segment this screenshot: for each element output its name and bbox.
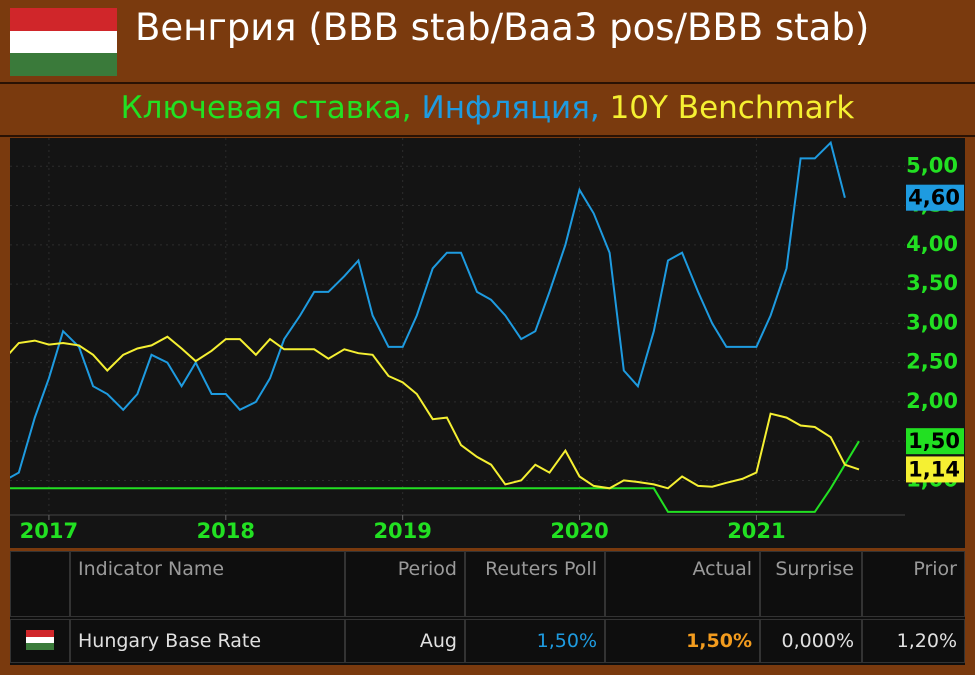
chart: 1,001,502,002,503,003,504,004,505,002017… xyxy=(10,138,965,548)
y-tick-label: 3,50 xyxy=(906,271,958,295)
x-tick-label: 2021 xyxy=(727,519,785,543)
indicator-table: Indicator Name Period Reuters Poll Actual Su… xyxy=(10,551,965,665)
column-header: Indicator Name xyxy=(70,551,345,617)
legend: Ключевая ставка, Инфляция, 10Y Benchmark xyxy=(0,90,975,126)
separator xyxy=(0,82,975,84)
y-tick-label: 3,00 xyxy=(906,310,958,334)
table-cell: Hungary Base Rate xyxy=(70,619,345,663)
series-line xyxy=(10,440,860,513)
price-tag xyxy=(906,184,964,211)
table-cell: Aug xyxy=(345,619,465,663)
table-cell: 1,50% xyxy=(465,619,605,663)
column-header: Prior xyxy=(862,551,965,617)
table-cell: 1,50% xyxy=(605,619,760,663)
legend-entry: 10Y Benchmark xyxy=(609,90,855,126)
price-tag-label: 1,50 xyxy=(908,429,960,453)
separator xyxy=(0,135,975,137)
y-tick-label: 2,00 xyxy=(906,389,958,413)
legend-entry: Ключевая ставка, xyxy=(120,90,412,126)
table-cell: 1,20% xyxy=(862,619,965,663)
y-tick-label: 4,00 xyxy=(906,232,958,256)
x-tick-label: 2018 xyxy=(197,519,255,543)
series-line xyxy=(10,140,846,479)
price-tag xyxy=(906,428,964,455)
column-header: Actual xyxy=(605,551,760,617)
x-tick-label: 2020 xyxy=(550,519,608,543)
flag xyxy=(10,8,117,76)
x-tick-label: 2017 xyxy=(20,519,78,543)
flag-icon xyxy=(26,630,54,650)
column-header: Surprise xyxy=(760,551,862,617)
table-cell: 0,000% xyxy=(760,619,862,663)
legend-entry: Инфляция, xyxy=(421,90,600,126)
column-header: Reuters Poll xyxy=(465,551,605,617)
price-tag xyxy=(906,456,964,483)
plot xyxy=(10,140,860,513)
price-tag-label: 4,60 xyxy=(908,186,960,210)
column-header: Period xyxy=(345,551,465,617)
x-tick-label: 2019 xyxy=(373,519,431,543)
series-line xyxy=(10,335,860,490)
y-tick-label: 5,00 xyxy=(906,153,958,177)
title: Венгрия (BBB stab/Baa3 pos/BBB stab) xyxy=(135,6,870,49)
price-tag-label: 1,14 xyxy=(908,457,960,481)
y-tick-label: 2,50 xyxy=(906,350,958,374)
flag-cell xyxy=(10,619,70,663)
header-cell xyxy=(10,551,70,617)
